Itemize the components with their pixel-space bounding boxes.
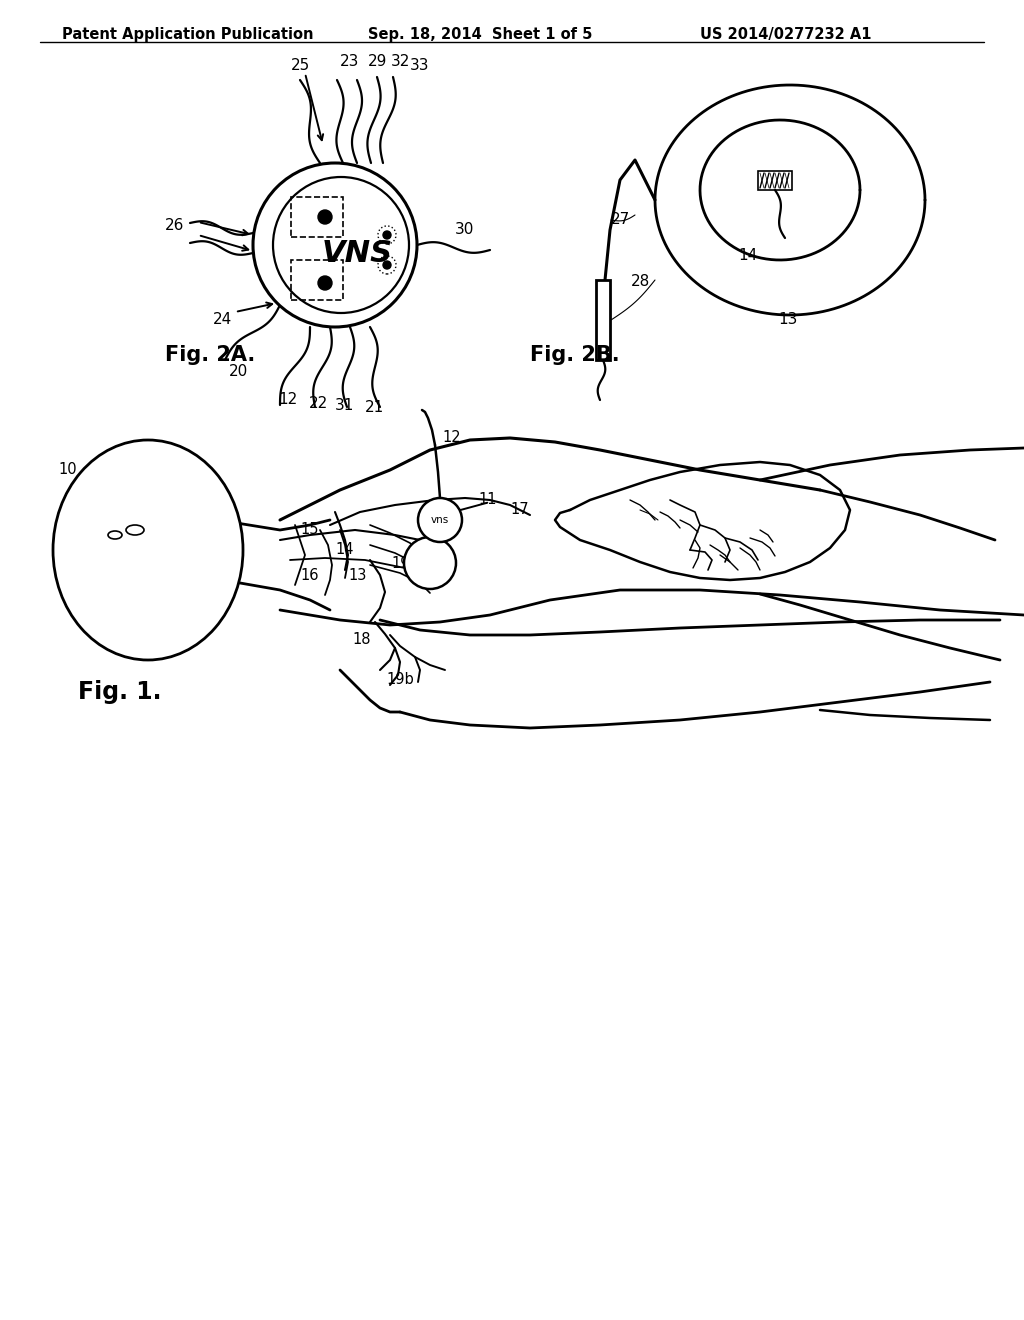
Text: Fig. 1.: Fig. 1.	[78, 680, 162, 704]
Text: VNS: VNS	[322, 239, 392, 268]
Circle shape	[318, 210, 332, 224]
Ellipse shape	[219, 554, 237, 585]
Text: 32: 32	[390, 54, 410, 70]
Text: 30: 30	[456, 223, 475, 238]
Text: 13: 13	[778, 313, 798, 327]
Circle shape	[253, 162, 417, 327]
Text: 21: 21	[366, 400, 385, 416]
Text: Fig. 2B.: Fig. 2B.	[530, 345, 620, 366]
Text: 19a: 19a	[391, 556, 419, 570]
Text: 22: 22	[308, 396, 328, 411]
Text: 29: 29	[369, 54, 388, 70]
Text: 25: 25	[291, 58, 309, 73]
Text: 26: 26	[165, 218, 184, 232]
Circle shape	[383, 231, 391, 239]
Text: 11: 11	[479, 492, 498, 507]
Text: Patent Application Publication: Patent Application Publication	[62, 26, 313, 42]
Circle shape	[404, 537, 456, 589]
Text: 14: 14	[336, 543, 354, 557]
Text: 24: 24	[212, 313, 231, 327]
Text: 19b: 19b	[386, 672, 414, 688]
Text: Fig. 2A.: Fig. 2A.	[165, 345, 255, 366]
Text: 28: 28	[631, 275, 649, 289]
Text: 14: 14	[738, 248, 758, 263]
Text: 15: 15	[301, 523, 319, 537]
Text: 20: 20	[228, 364, 248, 380]
Text: 31: 31	[335, 399, 354, 413]
Bar	[758, 172, 792, 190]
Text: 18: 18	[352, 632, 372, 648]
Text: 13: 13	[349, 568, 368, 582]
Text: vns: vns	[431, 515, 450, 525]
Ellipse shape	[53, 440, 243, 660]
Bar	[291, 260, 343, 300]
Text: 12: 12	[442, 429, 462, 445]
Text: 16: 16	[301, 568, 319, 582]
Circle shape	[318, 276, 332, 290]
Bar	[291, 197, 343, 238]
Bar	[596, 280, 610, 360]
Circle shape	[383, 261, 391, 269]
Text: 17: 17	[511, 503, 529, 517]
Text: 27: 27	[610, 213, 630, 227]
Text: 23: 23	[340, 54, 359, 70]
Text: US 2014/0277232 A1: US 2014/0277232 A1	[700, 26, 871, 42]
Text: 10: 10	[58, 462, 78, 478]
Text: Sep. 18, 2014  Sheet 1 of 5: Sep. 18, 2014 Sheet 1 of 5	[368, 26, 592, 42]
Text: 33: 33	[411, 58, 430, 73]
Text: 12: 12	[279, 392, 298, 408]
Circle shape	[418, 498, 462, 543]
